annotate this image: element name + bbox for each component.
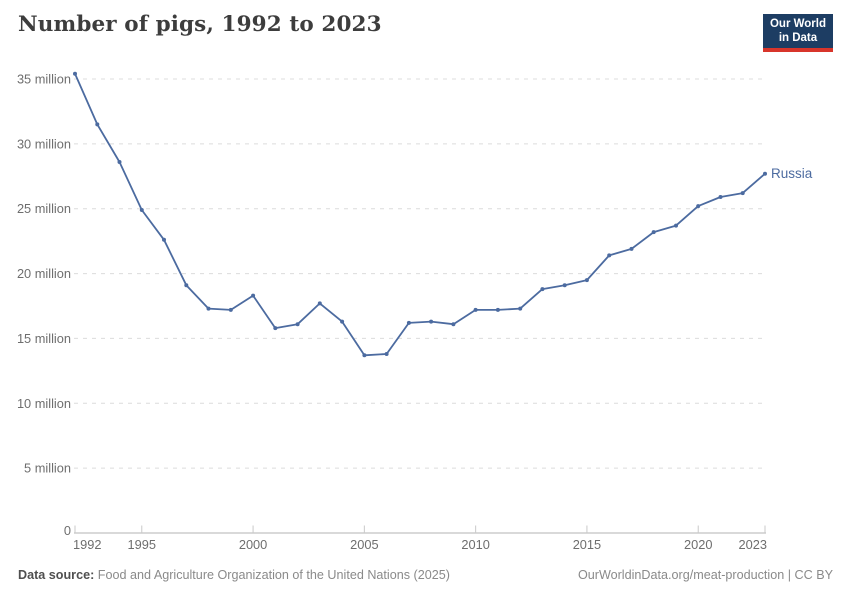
data-point[interactable] bbox=[384, 352, 389, 356]
data-point[interactable] bbox=[139, 208, 144, 212]
data-point[interactable] bbox=[95, 122, 100, 127]
data-point[interactable] bbox=[429, 319, 434, 324]
data-point[interactable] bbox=[273, 326, 278, 331]
data-point[interactable] bbox=[629, 246, 634, 251]
data-point[interactable] bbox=[473, 307, 478, 312]
y-axis-tick-label: 10 million bbox=[17, 396, 71, 411]
data-point[interactable] bbox=[584, 278, 589, 283]
data-point[interactable] bbox=[117, 160, 122, 164]
data-point[interactable] bbox=[295, 322, 300, 327]
data-source-value: Food and Agriculture Organization of the… bbox=[97, 568, 450, 582]
data-point[interactable] bbox=[451, 322, 456, 327]
data-point[interactable] bbox=[495, 307, 500, 312]
owid-logo-line1: Our World bbox=[769, 18, 826, 30]
x-axis-tick-label: 1995 bbox=[128, 537, 156, 552]
license-link[interactable]: CC BY bbox=[794, 568, 834, 582]
data-point[interactable] bbox=[251, 293, 256, 298]
x-axis-tick-label: 2015 bbox=[573, 537, 601, 552]
y-axis-tick-label: 0 bbox=[64, 523, 71, 538]
data-point[interactable] bbox=[562, 283, 567, 288]
chart-footer: Data source: Food and Agriculture Organi… bbox=[18, 568, 833, 582]
y-axis-tick-label: 20 million bbox=[17, 266, 71, 281]
data-source-label: Data source: bbox=[18, 568, 95, 582]
data-point[interactable] bbox=[607, 253, 612, 258]
data-point[interactable] bbox=[184, 283, 189, 288]
x-axis-tick-label: 2020 bbox=[684, 537, 712, 552]
data-point[interactable] bbox=[696, 204, 701, 209]
data-point[interactable] bbox=[674, 223, 678, 228]
data-point[interactable] bbox=[651, 230, 656, 235]
owid-logo-line2: in Data bbox=[778, 31, 818, 44]
y-axis-tick-label: 30 million bbox=[17, 136, 71, 151]
x-axis-tick-label: 2023 bbox=[739, 537, 767, 552]
data-point[interactable] bbox=[763, 171, 767, 176]
owid-logo[interactable]: Our World in Data bbox=[762, 14, 833, 52]
series-label-russia[interactable]: Russia bbox=[771, 166, 813, 181]
data-point[interactable] bbox=[362, 353, 367, 358]
data-point[interactable] bbox=[540, 287, 545, 292]
data-point[interactable] bbox=[340, 319, 345, 324]
data-point[interactable] bbox=[740, 191, 745, 196]
data-point[interactable] bbox=[718, 195, 723, 199]
y-axis-tick-label: 5 million bbox=[24, 461, 71, 476]
data-point[interactable] bbox=[406, 320, 411, 325]
data-point[interactable] bbox=[206, 306, 211, 311]
footer-separator: | bbox=[784, 568, 795, 582]
y-axis-tick-label: 25 million bbox=[17, 201, 71, 216]
chart-title: Number of pigs, 1992 to 2023 bbox=[18, 12, 382, 37]
data-point[interactable] bbox=[317, 301, 322, 306]
y-axis-tick-label: 35 million bbox=[17, 72, 71, 87]
line-series-russia[interactable] bbox=[74, 72, 766, 357]
data-point[interactable] bbox=[518, 306, 523, 311]
x-axis-tick-label: 2010 bbox=[461, 537, 489, 552]
data-source: Data source: Food and Agriculture Organi… bbox=[18, 568, 450, 582]
y-axis-tick-label: 15 million bbox=[17, 331, 71, 346]
canonical-url-link[interactable]: OurWorldinData.org/meat-production bbox=[577, 568, 785, 582]
footer-links: OurWorldinData.org/meat-production | CC … bbox=[578, 568, 833, 582]
x-axis-tick-label: 1992 bbox=[73, 537, 101, 552]
x-axis-tick-label: 2000 bbox=[239, 537, 267, 552]
data-point[interactable] bbox=[162, 237, 166, 242]
x-axis-tick-label: 2005 bbox=[350, 537, 378, 552]
data-point[interactable] bbox=[228, 307, 233, 312]
data-point[interactable] bbox=[73, 71, 77, 76]
